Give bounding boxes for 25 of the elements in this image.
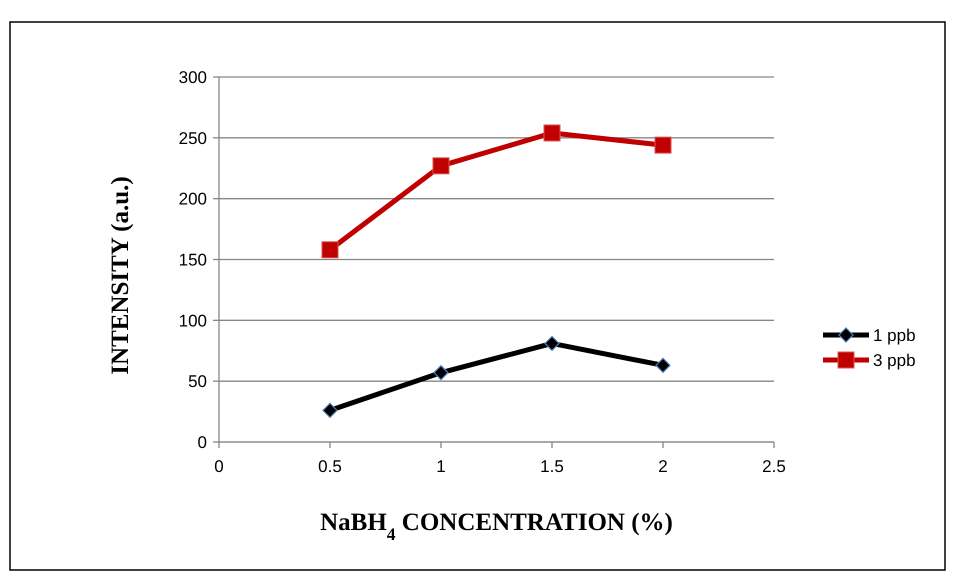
point [544, 124, 560, 142]
point [432, 157, 450, 174]
x-axis-title: NaBH$_{4}$ CONCENTRATION (%) [320, 509, 673, 544]
point [322, 241, 338, 258]
x-tick-label: 0 [214, 457, 224, 476]
x-tick-label: 2 [658, 457, 668, 476]
y-tick-label: 200 [178, 190, 207, 209]
x-tick-label: 1.5 [540, 457, 564, 476]
y-tick-label: 150 [178, 250, 207, 270]
point [544, 336, 560, 352]
point [654, 136, 672, 154]
x-tick-label: 1 [436, 457, 446, 476]
y-tick-label: 250 [178, 128, 207, 148]
legend-label: 1 ppb [873, 326, 916, 345]
x-tick-label: 2.5 [762, 457, 786, 476]
point [433, 365, 449, 380]
x-tick-label: 0.5 [318, 457, 342, 476]
y-tick-label: 0 [198, 432, 207, 452]
y-tick-label: 50 [188, 372, 207, 392]
legend-label: 3 ppb [873, 350, 916, 370]
y-axis-title: INTENSITY (a.u.) [107, 176, 134, 375]
point [322, 402, 338, 418]
y-tick-label: 300 [178, 68, 207, 87]
point [655, 358, 671, 373]
y-tick-label: 100 [178, 311, 207, 330]
